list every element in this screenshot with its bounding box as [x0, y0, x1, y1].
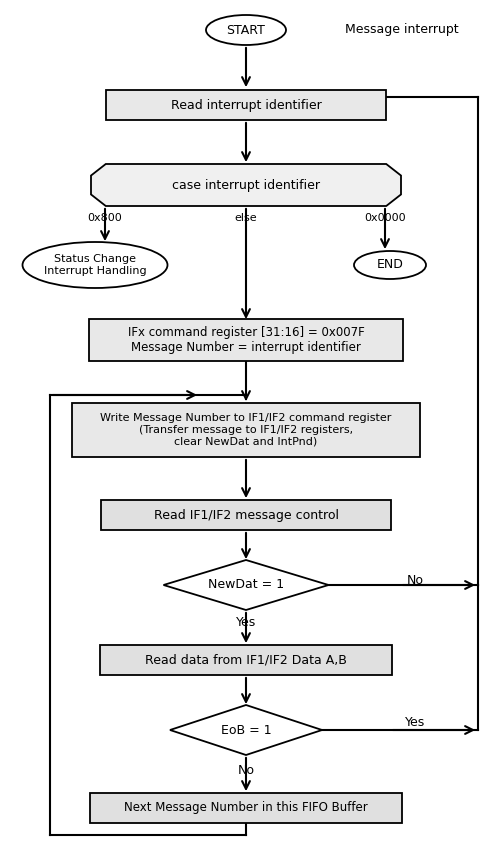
Text: IFx command register [31:16] = 0x007F
Message Number = interrupt identifier: IFx command register [31:16] = 0x007F Me… [127, 326, 365, 354]
Bar [89, 319, 403, 361]
Text: Message interrupt: Message interrupt [345, 23, 459, 36]
Bar [100, 645, 392, 675]
Text: NewDat = 1: NewDat = 1 [208, 579, 284, 592]
Text: START: START [226, 23, 266, 36]
Text: case interrupt identifier: case interrupt identifier [172, 179, 320, 192]
Text: Write Message Number to IF1/IF2 command register
(Transfer message to IF1/IF2 re: Write Message Number to IF1/IF2 command … [100, 414, 392, 446]
Bar [72, 403, 420, 457]
Text: EoB = 1: EoB = 1 [221, 723, 271, 736]
Text: else: else [235, 213, 257, 223]
Text: Read data from IF1/IF2 Data A,B: Read data from IF1/IF2 Data A,B [145, 654, 347, 666]
Ellipse shape [206, 15, 286, 45]
Text: Status Change
Interrupt Handling: Status Change Interrupt Handling [44, 255, 146, 276]
Bar [90, 793, 402, 823]
Polygon shape [91, 164, 401, 206]
Ellipse shape [354, 251, 426, 279]
Text: 0x0000: 0x0000 [364, 213, 406, 223]
Text: END: END [376, 259, 403, 272]
Text: Next Message Number in this FIFO Buffer: Next Message Number in this FIFO Buffer [124, 802, 368, 814]
Text: Yes: Yes [405, 716, 425, 729]
Ellipse shape [23, 242, 167, 288]
Polygon shape [170, 705, 322, 755]
Bar [101, 500, 391, 530]
Text: Read interrupt identifier: Read interrupt identifier [171, 99, 321, 112]
Text: No: No [238, 764, 254, 777]
Bar [106, 90, 386, 120]
Text: No: No [406, 574, 424, 587]
Text: Read IF1/IF2 message control: Read IF1/IF2 message control [154, 508, 338, 521]
Text: 0x800: 0x800 [88, 213, 123, 223]
Text: Yes: Yes [236, 616, 256, 629]
Polygon shape [163, 560, 329, 610]
